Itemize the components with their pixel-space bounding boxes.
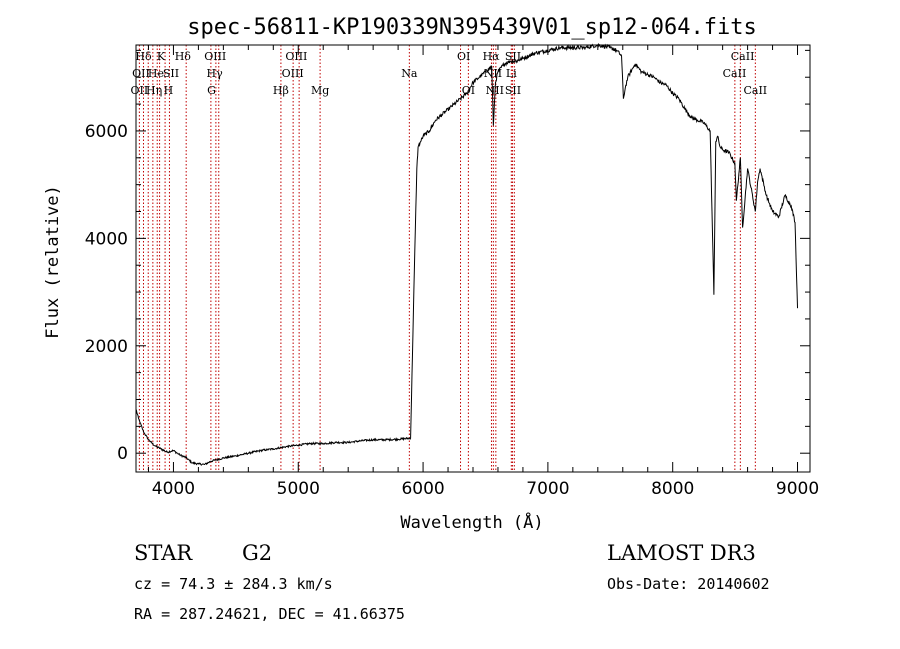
- line-label: CaII: [731, 50, 755, 63]
- line-label: He: [148, 67, 164, 80]
- spectrum-series: [135, 42, 799, 466]
- plot-frame: [135, 44, 811, 473]
- line-label: OII: [131, 84, 149, 97]
- line-label: SII: [505, 50, 521, 63]
- line-label: OI: [457, 50, 470, 63]
- chart-title: spec-56811-KP190339N395439V01_sp12-064.f…: [187, 15, 757, 40]
- y-axis-ticks: 0 2000 4000 6000: [85, 49, 810, 464]
- line-label: Na: [401, 67, 418, 80]
- x-axis-label: Wavelength (Å): [400, 511, 543, 533]
- line-label: Hγ: [207, 67, 224, 80]
- line-label: Hα: [483, 50, 501, 63]
- x-tick-label: 9000: [776, 479, 819, 499]
- line-label: Hβ: [273, 84, 289, 97]
- x-tick-label: 4000: [152, 479, 195, 499]
- x-tick-label: 5000: [277, 479, 320, 499]
- line-label: Hδ: [135, 50, 152, 63]
- x-tick-label: 8000: [651, 479, 694, 499]
- line-label: CaII: [743, 84, 767, 97]
- line-label: SII: [505, 84, 521, 97]
- line-label: Hδ: [175, 50, 192, 63]
- line-label: OIII: [282, 67, 304, 80]
- line-label: G: [207, 84, 216, 97]
- object-class: STAR: [134, 541, 193, 565]
- object-subclass: G2: [242, 541, 272, 565]
- x-tick-label: 7000: [526, 479, 569, 499]
- y-tick-label: 2000: [85, 337, 128, 357]
- line-label: H: [164, 84, 174, 97]
- survey-name: LAMOST DR3: [607, 541, 756, 565]
- ra-dec-coordinates: RA = 287.24621, DEC = 41.66375: [134, 605, 405, 623]
- line-label: K: [157, 50, 166, 63]
- line-label: OIII: [285, 50, 307, 63]
- observation-date: Obs-Date: 20140602: [607, 575, 770, 593]
- line-label: Hη: [146, 84, 162, 97]
- line-label: Li: [506, 67, 517, 80]
- redshift-cz: cz = 74.3 ± 284.3 km/s: [134, 575, 333, 593]
- line-label: OIII: [204, 50, 226, 63]
- y-tick-label: 4000: [85, 229, 128, 249]
- x-tick-label: 6000: [401, 479, 444, 499]
- line-label: CaII: [723, 67, 747, 80]
- y-tick-label: 6000: [85, 122, 128, 142]
- line-label: SII: [163, 67, 179, 80]
- y-axis-label: Flux (relative): [43, 185, 63, 339]
- y-tick-label: 0: [117, 444, 128, 464]
- x-axis-ticks: 4000 5000 6000 7000 8000 9000: [147, 45, 819, 499]
- line-label: Mg: [311, 84, 329, 97]
